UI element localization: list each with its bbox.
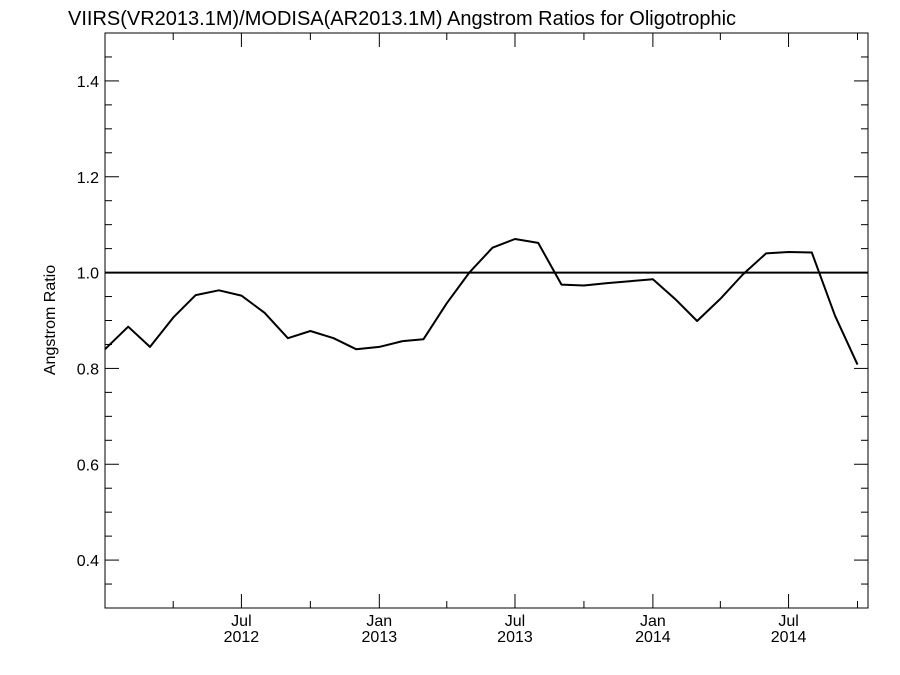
x-tick-month-label: Jan [366, 613, 392, 630]
y-tick-label: 1.2 [77, 170, 99, 187]
x-tick-year-label: 2013 [497, 629, 533, 646]
x-tick-month-label: Jan [640, 613, 666, 630]
x-tick-year-label: 2014 [771, 629, 807, 646]
series-line [104, 238, 859, 366]
x-tick-month-label: Jul [778, 613, 798, 630]
series-group [104, 238, 859, 366]
x-tick-month-label: Jul [505, 613, 525, 630]
y-tick-label: 1.0 [77, 266, 99, 283]
y-tick-label: 0.8 [77, 361, 99, 378]
y-axis-label: Angstrom Ratio [42, 265, 59, 375]
plot-frame [104, 32, 869, 609]
x-tick-year-label: 2014 [635, 629, 671, 646]
x-tick-month-label: Jul [231, 613, 251, 630]
y-tick-label: 0.6 [77, 457, 99, 474]
x-tick-year-label: 2012 [224, 629, 260, 646]
y-tick-label: 1.4 [77, 74, 99, 91]
x-tick-year-label: 2013 [362, 629, 398, 646]
axis-ticks [105, 32, 868, 609]
tick-labels: 0.40.60.81.01.21.4Jul2012Jan2013Jul2013J… [77, 74, 807, 646]
chart-title: VIIRS(VR2013.1M)/MODISA(AR2013.1M) Angst… [68, 8, 736, 30]
y-tick-label: 0.4 [77, 553, 99, 570]
